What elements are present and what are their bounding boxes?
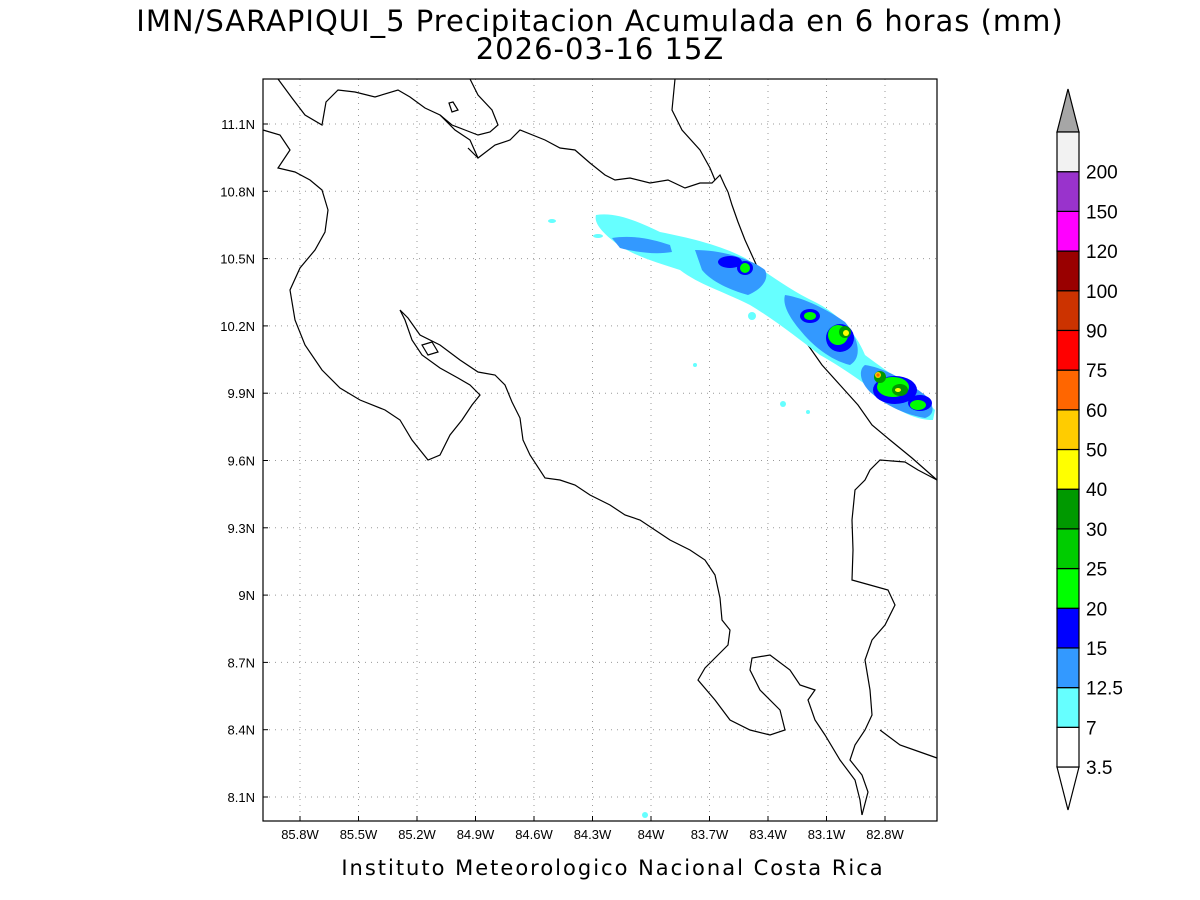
lon-tick-label: 83.4W bbox=[749, 827, 787, 842]
colorbar-segment bbox=[1056, 488, 1080, 530]
colorbar-label: 20 bbox=[1086, 599, 1107, 620]
lat-tick-label: 9N bbox=[238, 588, 255, 603]
longitude-axis: 85.8W 85.5W 85.2W 84.9W 84.6W 84.3W 84W 83.7W 83… bbox=[281, 816, 905, 842]
lon-tick-label: 83.1W bbox=[808, 827, 846, 842]
lat-tick-label: 8.7N bbox=[228, 655, 255, 670]
colorbar-label: 60 bbox=[1086, 401, 1107, 422]
nicaragua-border bbox=[277, 78, 729, 193]
colorbar-segment bbox=[1056, 607, 1080, 649]
colorbar-label: 150 bbox=[1086, 202, 1118, 223]
colorbar-label: 15 bbox=[1086, 639, 1107, 660]
colorbar-segment bbox=[1056, 448, 1080, 490]
colorbar-label: 100 bbox=[1086, 282, 1118, 303]
chart-date: 2026-03-16 15Z bbox=[475, 32, 725, 66]
lon-tick-label: 84.6W bbox=[515, 827, 553, 842]
colorbar: 3.5 7 12.5 15 20 25 30 40 50 60 75 90 100 120 150 200 bbox=[1056, 88, 1123, 811]
colorbar-segment bbox=[1056, 210, 1080, 252]
lat-tick-label: 9.9N bbox=[228, 386, 255, 401]
colorbar-segment bbox=[1056, 171, 1080, 212]
lat-tick-label: 10.8N bbox=[220, 184, 255, 199]
precip-3.5mm bbox=[595, 214, 935, 420]
lat-tick-label: 8.1N bbox=[228, 790, 255, 805]
lat-tick-label: 9.6N bbox=[228, 454, 255, 469]
lon-tick-label: 83.7W bbox=[691, 827, 729, 842]
lon-tick-label: 85.2W bbox=[398, 827, 436, 842]
colorbar-label: 50 bbox=[1086, 441, 1107, 462]
colorbar-top-triangle bbox=[1056, 88, 1080, 133]
footer-credit: Instituto Meteorologico Nacional Costa R… bbox=[341, 856, 885, 880]
coastlines bbox=[262, 78, 938, 816]
lon-tick-label: 82.8W bbox=[866, 827, 904, 842]
lat-tick-label: 10.5N bbox=[220, 252, 255, 267]
colorbar-label: 3.5 bbox=[1086, 758, 1112, 779]
colorbar-label: 120 bbox=[1086, 242, 1118, 263]
colorbar-label: 7 bbox=[1086, 718, 1097, 739]
colorbar-label: 12.5 bbox=[1086, 679, 1123, 700]
lon-tick-label: 84W bbox=[638, 827, 665, 842]
lat-tick-label: 11.1N bbox=[221, 117, 255, 132]
colorbar-segment bbox=[1056, 647, 1080, 689]
colorbar-segment bbox=[1056, 131, 1080, 173]
colorbar-segment bbox=[1056, 726, 1080, 768]
lake-nicaragua-edge bbox=[439, 78, 499, 136]
latitude-axis: 11.1N 10.8N 10.5N 10.2N 9.9N 9.6N 9.3N 9N 8.7N 8.… bbox=[220, 117, 268, 805]
map-background bbox=[263, 79, 937, 821]
pacific-coast bbox=[262, 129, 863, 816]
precip-20mm bbox=[740, 263, 750, 273]
precip-12.5mm-a bbox=[718, 256, 742, 268]
colorbar-segment bbox=[1056, 250, 1080, 292]
panama-border bbox=[849, 459, 938, 816]
colorbar-segment bbox=[1056, 329, 1080, 371]
precipitation-field bbox=[548, 214, 935, 818]
colorbar-segment bbox=[1056, 528, 1080, 570]
precip-7mm-b bbox=[695, 250, 767, 295]
precip-7mm-a bbox=[612, 236, 672, 254]
colorbar-segment bbox=[1056, 369, 1080, 411]
colorbar-segment bbox=[1056, 567, 1080, 609]
colorbar-segment bbox=[1056, 409, 1080, 451]
precip-60mm bbox=[876, 373, 880, 377]
lon-tick-label: 84.9W bbox=[457, 827, 495, 842]
chart-title: IMN/SARAPIQUI_5 Precipitacion Acumulada … bbox=[136, 4, 1064, 38]
lat-tick-label: 8.4N bbox=[228, 723, 255, 738]
colorbar-label: 75 bbox=[1086, 361, 1107, 382]
colorbar-label: 30 bbox=[1086, 520, 1107, 541]
colorbar-label: 40 bbox=[1086, 480, 1107, 501]
colorbar-segment bbox=[1056, 290, 1080, 332]
colorbar-bottom-triangle bbox=[1056, 766, 1080, 811]
lat-tick-label: 10.2N bbox=[220, 319, 255, 334]
lon-tick-label: 85.8W bbox=[281, 827, 319, 842]
lon-tick-label: 84.3W bbox=[574, 827, 612, 842]
precip-40mm bbox=[843, 330, 849, 336]
map-frame bbox=[262, 78, 938, 822]
lon-tick-label: 85.5W bbox=[340, 827, 378, 842]
lat-tick-label: 9.3N bbox=[228, 521, 255, 536]
colorbar-label: 200 bbox=[1086, 163, 1118, 184]
colorbar-label: 25 bbox=[1086, 560, 1107, 581]
colorbar-label: 90 bbox=[1086, 321, 1107, 342]
colorbar-segment bbox=[1056, 687, 1080, 728]
